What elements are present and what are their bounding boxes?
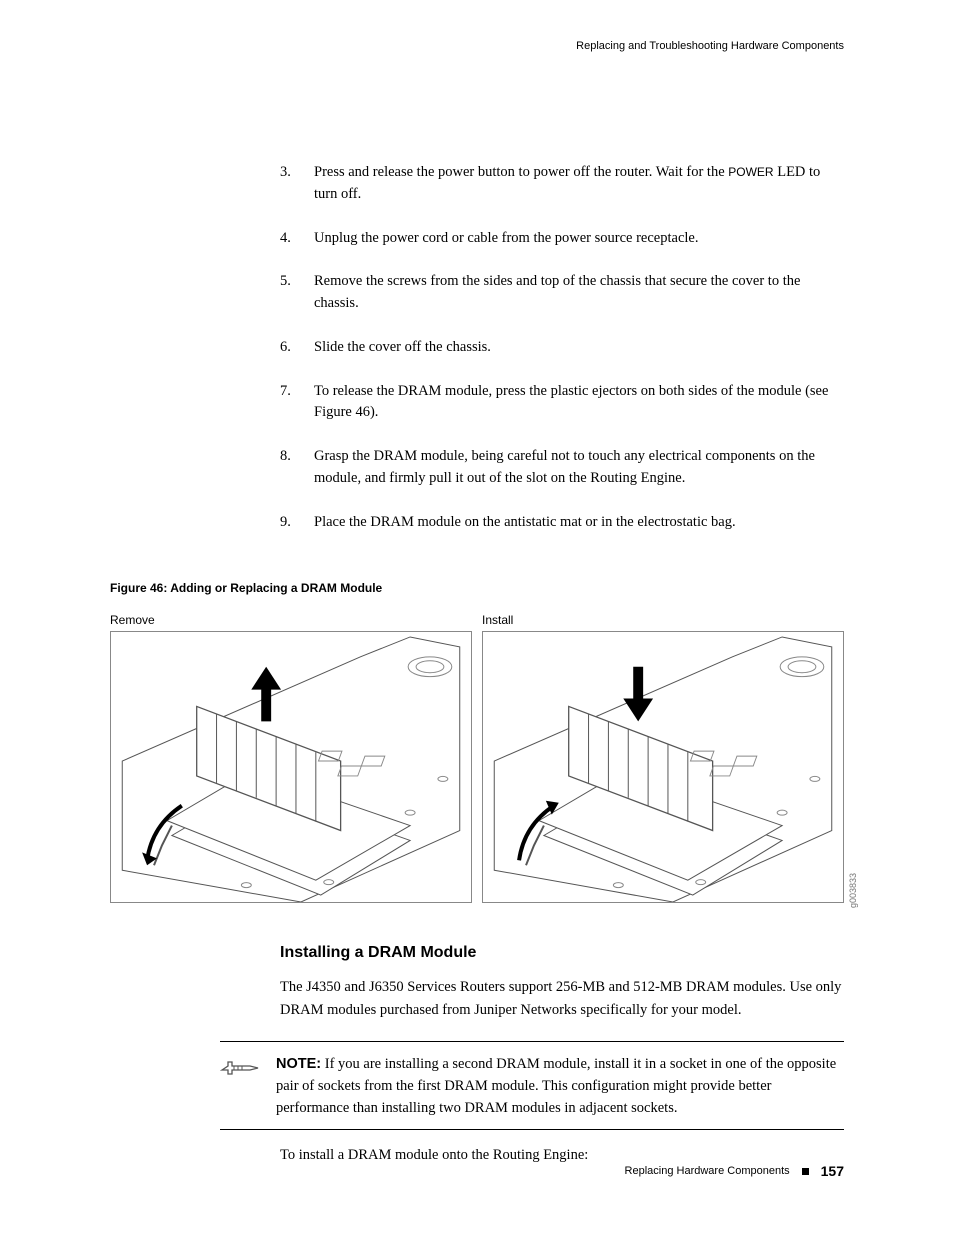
figure-label-install: Install [482,613,844,627]
step-text-pre: Press and release the power button to po… [314,164,728,180]
note-label: NOTE: [276,1056,321,1072]
section-heading: Installing a DRAM Module [280,944,844,962]
step-number: 6. [280,337,314,359]
note-text: NOTE: If you are installing a second DRA… [276,1054,844,1119]
step-number: 9. [280,512,314,534]
dram-remove-diagram [110,631,472,903]
step-body: Slide the cover off the chassis. [314,337,844,359]
footer: Replacing Hardware Components 157 [625,1163,844,1179]
footer-square-icon [802,1168,809,1175]
figure-caption: Figure 46: Adding or Replacing a DRAM Mo… [110,581,844,595]
step-5: 5. Remove the screws from the sides and … [280,271,844,315]
step-6: 6. Slide the cover off the chassis. [280,337,844,359]
step-8: 8. Grasp the DRAM module, being careful … [280,446,844,490]
note-hand-icon [220,1054,276,1085]
running-head: Replacing and Troubleshooting Hardware C… [110,40,844,52]
figure-label-remove: Remove [110,613,472,627]
section-intro: The J4350 and J6350 Services Routers sup… [280,976,844,1021]
footer-page-number: 157 [821,1163,844,1179]
figure-id: g003833 [848,873,858,908]
figure-install: Install [482,613,844,908]
note-body: If you are installing a second DRAM modu… [276,1056,836,1116]
note-block: NOTE: If you are installing a second DRA… [220,1041,844,1130]
step-4: 4. Unplug the power cord or cable from t… [280,228,844,250]
dram-install-diagram [482,631,844,903]
step-number: 4. [280,228,314,250]
step-body: Unplug the power cord or cable from the … [314,228,844,250]
power-led-label: POWER [728,165,773,179]
step-number: 8. [280,446,314,490]
page: Replacing and Troubleshooting Hardware C… [0,0,954,1235]
step-number: 3. [280,162,314,206]
figure-remove: Remove [110,613,472,908]
step-body: Place the DRAM module on the antistatic … [314,512,844,534]
step-body: To release the DRAM module, press the pl… [314,381,844,425]
step-number: 5. [280,271,314,315]
step-7: 7. To release the DRAM module, press the… [280,381,844,425]
steps-list: 3. Press and release the power button to… [280,162,844,533]
footer-section: Replacing Hardware Components [625,1165,790,1177]
figure-row: Remove [110,613,844,908]
step-body: Press and release the power button to po… [314,162,844,206]
step-body: Remove the screws from the sides and top… [314,271,844,315]
step-body: Grasp the DRAM module, being careful not… [314,446,844,490]
step-9: 9. Place the DRAM module on the antistat… [280,512,844,534]
step-number: 7. [280,381,314,425]
step-3: 3. Press and release the power button to… [280,162,844,206]
